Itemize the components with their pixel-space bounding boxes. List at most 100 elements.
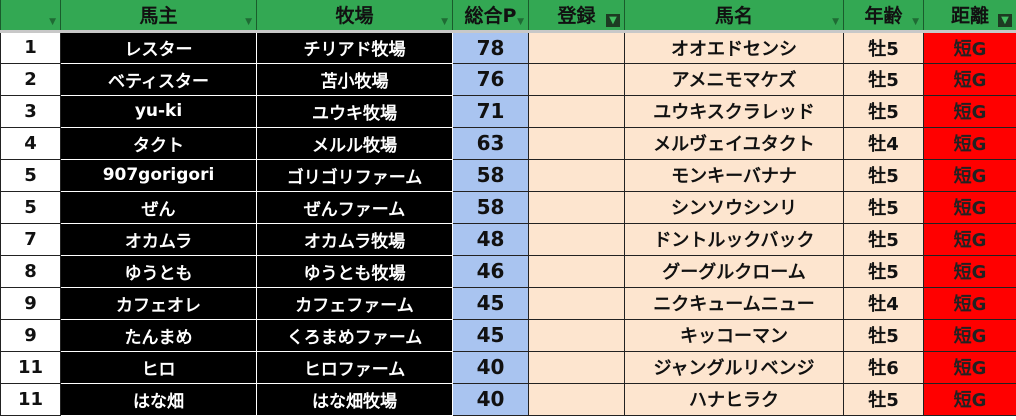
cell-farm[interactable]: チリアド牧場 xyxy=(256,30,453,64)
cell-owner[interactable]: レスター xyxy=(60,30,257,64)
cell-rank[interactable]: 11 xyxy=(0,382,61,416)
cell-distance[interactable]: 短G xyxy=(923,222,1016,256)
cell-rank[interactable]: 7 xyxy=(0,222,61,256)
cell-registration[interactable] xyxy=(528,254,625,288)
filter-icon[interactable]: ▼ xyxy=(517,16,524,27)
cell-distance[interactable]: 短G xyxy=(923,190,1016,224)
cell-registration[interactable] xyxy=(528,382,625,416)
cell-total-points[interactable]: 63 xyxy=(452,126,529,160)
cell-rank[interactable]: 8 xyxy=(0,254,61,288)
cell-age[interactable]: 牡5 xyxy=(843,222,924,256)
cell-total-points[interactable]: 58 xyxy=(452,190,529,224)
cell-registration[interactable] xyxy=(528,318,625,352)
cell-rank[interactable]: 2 xyxy=(0,62,61,96)
header-farm[interactable]: 牧場 ▼ xyxy=(256,0,453,33)
cell-registration[interactable] xyxy=(528,350,625,384)
cell-distance[interactable]: 短G xyxy=(923,30,1016,64)
header-horse-name[interactable]: 馬名 ▼ xyxy=(624,0,844,33)
cell-farm[interactable]: ゆうとも牧場 xyxy=(256,254,453,288)
cell-registration[interactable] xyxy=(528,286,625,320)
cell-farm[interactable]: くろまめファーム xyxy=(256,318,453,352)
cell-total-points[interactable]: 76 xyxy=(452,62,529,96)
cell-farm[interactable]: 苫小牧場 xyxy=(256,62,453,96)
filter-icon[interactable]: ▼ xyxy=(912,16,919,27)
cell-horse-name[interactable]: モンキーバナナ xyxy=(624,158,844,192)
cell-horse-name[interactable]: シンソウシンリ xyxy=(624,190,844,224)
cell-age[interactable]: 牡4 xyxy=(843,286,924,320)
cell-total-points[interactable]: 48 xyxy=(452,222,529,256)
cell-farm[interactable]: メルル牧場 xyxy=(256,126,453,160)
cell-horse-name[interactable]: ユウキスクラレッド xyxy=(624,94,844,128)
cell-distance[interactable]: 短G xyxy=(923,318,1016,352)
cell-farm[interactable]: はな畑牧場 xyxy=(256,382,453,416)
header-owner[interactable]: 馬主 ▼ xyxy=(60,0,257,33)
cell-rank[interactable]: 4 xyxy=(0,126,61,160)
cell-age[interactable]: 牡6 xyxy=(843,350,924,384)
cell-age[interactable]: 牡5 xyxy=(843,158,924,192)
filter-icon[interactable]: ▼ xyxy=(441,16,448,27)
cell-horse-name[interactable]: ドントルックバック xyxy=(624,222,844,256)
cell-farm[interactable]: オカムラ牧場 xyxy=(256,222,453,256)
cell-owner[interactable]: オカムラ xyxy=(60,222,257,256)
cell-owner[interactable]: yu-ki xyxy=(60,94,257,128)
cell-horse-name[interactable]: ハナヒラク xyxy=(624,382,844,416)
header-total-points[interactable]: 総合P ▼ xyxy=(452,0,529,33)
cell-rank[interactable]: 5 xyxy=(0,190,61,224)
cell-total-points[interactable]: 40 xyxy=(452,350,529,384)
filter-icon[interactable]: ▼ xyxy=(245,16,252,27)
filter-active-icon[interactable]: ▼ xyxy=(998,13,1012,27)
cell-rank[interactable]: 9 xyxy=(0,286,61,320)
cell-owner[interactable]: ベティスター xyxy=(60,62,257,96)
filter-active-icon[interactable]: ▼ xyxy=(606,13,620,27)
cell-age[interactable]: 牡5 xyxy=(843,62,924,96)
cell-total-points[interactable]: 71 xyxy=(452,94,529,128)
cell-distance[interactable]: 短G xyxy=(923,62,1016,96)
cell-total-points[interactable]: 45 xyxy=(452,286,529,320)
cell-farm[interactable]: ユウキ牧場 xyxy=(256,94,453,128)
cell-registration[interactable] xyxy=(528,94,625,128)
cell-age[interactable]: 牡5 xyxy=(843,254,924,288)
cell-age[interactable]: 牡5 xyxy=(843,382,924,416)
filter-icon[interactable]: ▼ xyxy=(832,16,839,27)
cell-horse-name[interactable]: オオエドセンシ xyxy=(624,30,844,64)
cell-age[interactable]: 牡5 xyxy=(843,30,924,64)
header-distance[interactable]: 距離 ▼ xyxy=(923,0,1016,33)
filter-icon[interactable]: ▼ xyxy=(49,16,56,27)
cell-total-points[interactable]: 46 xyxy=(452,254,529,288)
cell-horse-name[interactable]: キッコーマン xyxy=(624,318,844,352)
cell-rank[interactable]: 9 xyxy=(0,318,61,352)
cell-farm[interactable]: ヒロファーム xyxy=(256,350,453,384)
cell-owner[interactable]: カフェオレ xyxy=(60,286,257,320)
cell-age[interactable]: 牡4 xyxy=(843,126,924,160)
cell-horse-name[interactable]: ジャングルリベンジ xyxy=(624,350,844,384)
cell-registration[interactable] xyxy=(528,62,625,96)
cell-age[interactable]: 牡5 xyxy=(843,94,924,128)
cell-farm[interactable]: ぜんファーム xyxy=(256,190,453,224)
header-age[interactable]: 年齢 ▼ xyxy=(843,0,924,33)
cell-distance[interactable]: 短G xyxy=(923,94,1016,128)
cell-distance[interactable]: 短G xyxy=(923,286,1016,320)
cell-owner[interactable]: たんまめ xyxy=(60,318,257,352)
cell-farm[interactable]: ゴリゴリファーム xyxy=(256,158,453,192)
cell-farm[interactable]: カフェファーム xyxy=(256,286,453,320)
cell-distance[interactable]: 短G xyxy=(923,158,1016,192)
header-rank[interactable]: ▼ xyxy=(0,0,61,33)
cell-distance[interactable]: 短G xyxy=(923,126,1016,160)
cell-registration[interactable] xyxy=(528,126,625,160)
cell-owner[interactable]: タクト xyxy=(60,126,257,160)
cell-rank[interactable]: 3 xyxy=(0,94,61,128)
cell-owner[interactable]: ヒロ xyxy=(60,350,257,384)
cell-total-points[interactable]: 40 xyxy=(452,382,529,416)
cell-owner[interactable]: 907gorigori xyxy=(60,158,257,192)
cell-owner[interactable]: ぜん xyxy=(60,190,257,224)
cell-age[interactable]: 牡5 xyxy=(843,318,924,352)
cell-horse-name[interactable]: メルヴェイユタクト xyxy=(624,126,844,160)
cell-horse-name[interactable]: ニクキュームニュー xyxy=(624,286,844,320)
cell-horse-name[interactable]: アメニモマケズ xyxy=(624,62,844,96)
cell-registration[interactable] xyxy=(528,30,625,64)
cell-age[interactable]: 牡5 xyxy=(843,190,924,224)
cell-owner[interactable]: はな畑 xyxy=(60,382,257,416)
cell-rank[interactable]: 1 xyxy=(0,30,61,64)
cell-total-points[interactable]: 58 xyxy=(452,158,529,192)
header-registration[interactable]: 登録 ▼ xyxy=(528,0,625,33)
